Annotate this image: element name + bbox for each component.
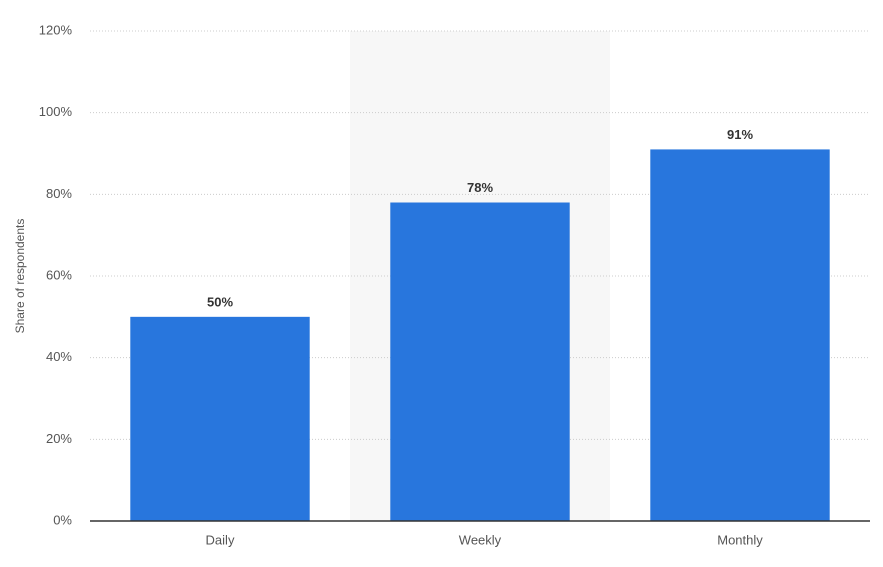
y-tick-label: 20% [46, 431, 72, 446]
y-tick-label: 60% [46, 267, 72, 282]
bar [130, 316, 310, 521]
x-tick-label: Daily [206, 532, 235, 547]
y-tick-label: 80% [46, 186, 72, 201]
value-label: 50% [207, 294, 233, 309]
y-tick-label: 100% [39, 104, 73, 119]
x-tick-label: Monthly [717, 532, 763, 547]
y-axis-label: Share of respondents [13, 219, 27, 334]
value-label: 78% [467, 180, 493, 195]
x-tick-label: Weekly [459, 532, 502, 547]
value-label: 91% [727, 127, 753, 142]
bar [650, 149, 830, 521]
y-tick-label: 120% [39, 22, 73, 37]
y-tick-label: 0% [53, 512, 72, 527]
bar [390, 202, 570, 521]
y-tick-label: 40% [46, 349, 72, 364]
